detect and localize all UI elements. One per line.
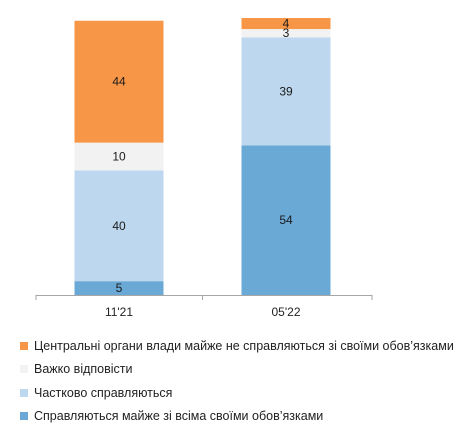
legend-item: Частково справляються	[20, 381, 454, 405]
x-axis-ticks: 11'21 05'22	[35, 295, 373, 319]
bar-segment	[74, 170, 164, 282]
bar-segment	[241, 145, 331, 295]
legend-label: Справляються майже зі всіма своїми обов’…	[34, 409, 324, 424]
legend-label: Важко відповісти	[34, 362, 133, 377]
bar-segment	[74, 142, 164, 171]
bar-segment	[241, 37, 331, 146]
legend-item: Важко відповісти	[20, 358, 454, 382]
data-label: 4	[283, 17, 290, 31]
legend-label: Центральні органи влади майже не справля…	[34, 338, 454, 353]
data-label: 39	[279, 84, 293, 98]
bar-segment	[74, 281, 164, 295]
legend-swatch	[20, 412, 28, 421]
x-tick-label: 11'21	[105, 305, 133, 319]
bar-segment	[241, 18, 331, 30]
data-label: 40	[112, 219, 126, 233]
legend-label: Частково справляються	[34, 385, 173, 400]
data-label: 5	[116, 281, 123, 295]
legend-item: Справляються майже зі всіма своїми обов’…	[20, 405, 454, 429]
legend-item: Центральні органи влади майже не справля…	[20, 334, 454, 358]
bar-segment	[74, 20, 164, 143]
data-label: 44	[112, 75, 126, 89]
data-label: 10	[112, 150, 126, 164]
data-labels-layer: 5 40 10 44 54 39 34	[112, 17, 293, 296]
x-tick-label: 05'22	[272, 305, 301, 319]
bar-segment	[241, 29, 331, 38]
legend-swatch	[20, 341, 28, 350]
stacked-bar-chart: 5 40 10 44 54 39 34 11'21 05'22	[35, 17, 373, 319]
bars-layer	[74, 18, 331, 295]
legend: Центральні органи влади майже не справля…	[20, 334, 454, 428]
legend-swatch	[20, 365, 28, 374]
data-label: 3	[283, 26, 290, 40]
data-label: 54	[279, 213, 293, 227]
legend-swatch	[20, 388, 28, 397]
